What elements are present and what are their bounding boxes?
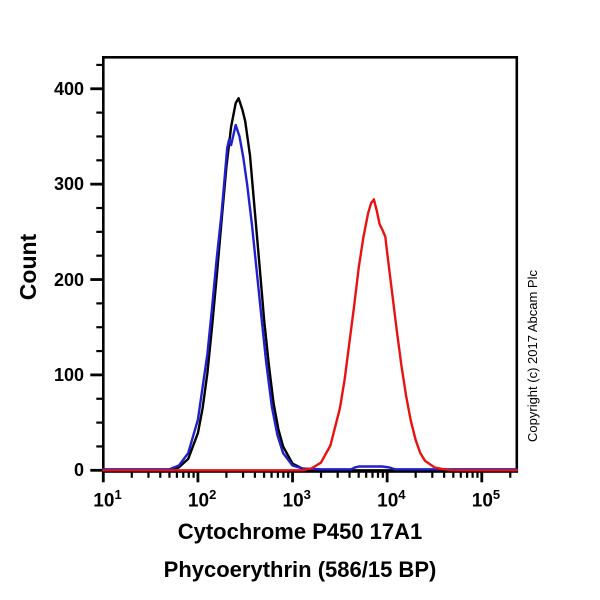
y-tick-label: 100 bbox=[53, 364, 84, 385]
y-tick-label: 200 bbox=[53, 269, 84, 290]
black-curve bbox=[102, 97, 518, 472]
x-tick-base: 10 bbox=[471, 490, 493, 512]
y-tick-label: 400 bbox=[53, 78, 84, 99]
x-tick-base: 10 bbox=[93, 490, 115, 512]
y-axis-title: Count bbox=[15, 233, 41, 301]
x-tick-base: 10 bbox=[282, 490, 304, 512]
x-axis-title-line1: Cytochrome P450 17A1 bbox=[177, 519, 423, 544]
x-tick-exponent: 1 bbox=[114, 487, 122, 502]
copyright-notice: Copyright (c) 2017 Abcam Plc bbox=[525, 270, 540, 442]
red-curve bbox=[102, 198, 518, 472]
x-tick-label: 103 bbox=[282, 487, 311, 512]
blue-curve bbox=[102, 123, 518, 471]
x-axis-title-line2: Phycoerythrin (586/15 BP) bbox=[163, 557, 437, 582]
x-tick-base: 10 bbox=[187, 490, 210, 512]
x-tick-label: 104 bbox=[377, 487, 406, 512]
x-tick-base: 10 bbox=[377, 490, 399, 512]
x-tick-exponent: 3 bbox=[303, 487, 311, 502]
y-tick-label: 300 bbox=[53, 174, 84, 195]
plot-border bbox=[102, 55, 519, 473]
x-tick-exponent: 2 bbox=[209, 487, 217, 502]
y-tick-label: 0 bbox=[73, 460, 84, 481]
x-tick-label: 105 bbox=[471, 487, 501, 512]
x-tick-exponent: 5 bbox=[492, 487, 501, 502]
x-tick-label: 101 bbox=[93, 487, 122, 512]
x-tick-label: 102 bbox=[187, 487, 217, 512]
x-tick-exponent: 4 bbox=[398, 487, 406, 502]
